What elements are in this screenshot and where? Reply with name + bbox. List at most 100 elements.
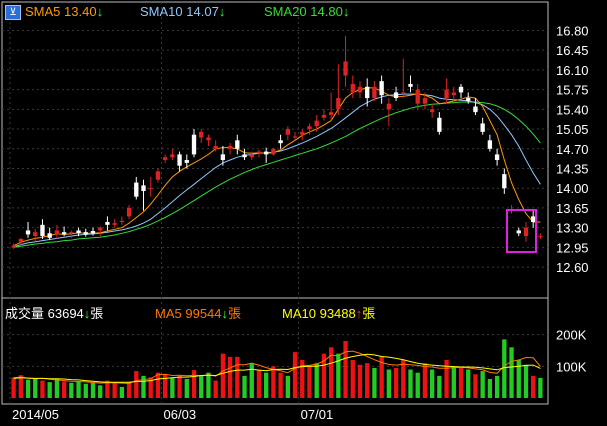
volume-bar	[242, 375, 247, 398]
volume-bar	[458, 367, 464, 398]
volume-bar	[220, 353, 226, 398]
volume-tick-label: 200K	[556, 328, 587, 343]
sma20-label: SMA20	[264, 4, 307, 19]
volume-bar	[90, 382, 96, 398]
volume-bar	[531, 375, 536, 398]
volume-bar	[76, 381, 81, 398]
volume-bar	[502, 339, 507, 398]
sma5-down-arrow-icon: ↓	[96, 4, 104, 19]
volume-bar	[473, 374, 478, 398]
volume-bars	[11, 339, 543, 398]
volume-bar	[278, 372, 283, 398]
candle-body	[357, 86, 363, 93]
sma10-indicator: SMA10 14.07↓	[140, 4, 225, 19]
candle-body	[278, 140, 283, 144]
volume-value: 63694	[47, 306, 84, 321]
vol-ma10-unit: 張	[362, 306, 376, 321]
price-tick-label: 16.80	[556, 23, 589, 38]
candle-body	[148, 188, 153, 190]
candle-body	[119, 220, 125, 223]
candle-body	[141, 185, 146, 192]
volume-bar	[213, 380, 218, 398]
volume-bar	[134, 371, 139, 398]
candle-body	[264, 151, 269, 155]
candle-body	[429, 109, 435, 113]
volume-tick-label: 100K	[556, 359, 587, 374]
candle-body	[314, 120, 319, 127]
volume-bar	[292, 352, 298, 398]
price-tick-label: 15.40	[556, 102, 589, 117]
candle-body	[458, 86, 464, 93]
candle-body	[220, 154, 226, 161]
candle-body	[126, 207, 132, 217]
candle-body	[437, 117, 442, 132]
candle-body	[249, 154, 254, 158]
volume-bar	[357, 364, 363, 398]
candle-body	[191, 134, 197, 155]
candle-body	[105, 222, 110, 225]
date-tick-label: 2014/05	[12, 407, 59, 422]
volume-bar	[328, 347, 334, 398]
candle-body	[184, 160, 189, 163]
candle-body	[33, 232, 38, 237]
volume-bar	[300, 360, 305, 398]
sma20-indicator: SMA20 14.80↓	[264, 4, 349, 19]
volume-bar	[98, 385, 103, 398]
candle-body	[307, 126, 312, 130]
volume-bar	[170, 377, 175, 398]
price-tick-label: 13.65	[556, 201, 589, 216]
volume-bar	[191, 370, 197, 398]
candle-body	[206, 137, 211, 141]
candle-body	[480, 123, 485, 132]
candle-body	[523, 227, 529, 237]
highlight-box	[506, 209, 537, 253]
volume-bar	[365, 363, 370, 398]
vol-ma5-down-arrow-icon: ↓	[221, 306, 229, 321]
candle-body	[11, 245, 16, 248]
volume-bar	[155, 372, 161, 398]
vol-ma5-label: MA5	[155, 306, 182, 321]
candle-body	[300, 131, 305, 135]
candle-body	[47, 233, 52, 238]
date-tick-label: 06/03	[164, 407, 197, 422]
candle-body	[40, 224, 45, 237]
volume-panel-border	[1, 297, 549, 405]
candle-body	[162, 157, 168, 161]
volume-bar	[126, 382, 132, 398]
candle-body	[155, 171, 161, 180]
candle-body	[372, 86, 377, 99]
price-tick-label: 15.05	[556, 122, 589, 137]
candle-body	[415, 89, 420, 104]
volume-bar	[336, 353, 341, 398]
volume-bar	[235, 356, 240, 398]
volume-bar	[11, 377, 16, 398]
sma10-value: 14.07	[186, 4, 219, 19]
volume-bar	[451, 366, 456, 398]
candle-body	[502, 174, 507, 189]
sma20-down-arrow-icon: ↓	[342, 4, 350, 19]
candle-body	[393, 92, 399, 99]
volume-bar	[429, 369, 435, 398]
volume-bar	[487, 379, 493, 398]
candles	[11, 36, 543, 250]
volume-bar	[141, 375, 146, 398]
volume-bar	[83, 383, 88, 398]
chart-frame	[1, 1, 549, 405]
price-tick-label: 13.30	[556, 221, 589, 236]
candle-body	[538, 236, 543, 238]
candle-body	[473, 106, 478, 113]
candle-body	[227, 145, 233, 149]
candle-body	[112, 223, 117, 225]
menu-toggle-icon[interactable]: ⊻	[5, 5, 21, 20]
candle-body	[336, 98, 341, 110]
volume-bar	[516, 360, 521, 398]
volume-bar	[494, 375, 500, 398]
candle-body	[25, 230, 31, 235]
volume-label: 成交量	[5, 306, 45, 321]
candle-body	[256, 151, 262, 154]
volume-bar	[148, 377, 153, 398]
candle-body	[321, 114, 327, 118]
volume-bar	[285, 375, 290, 398]
volume-bar	[54, 379, 60, 398]
